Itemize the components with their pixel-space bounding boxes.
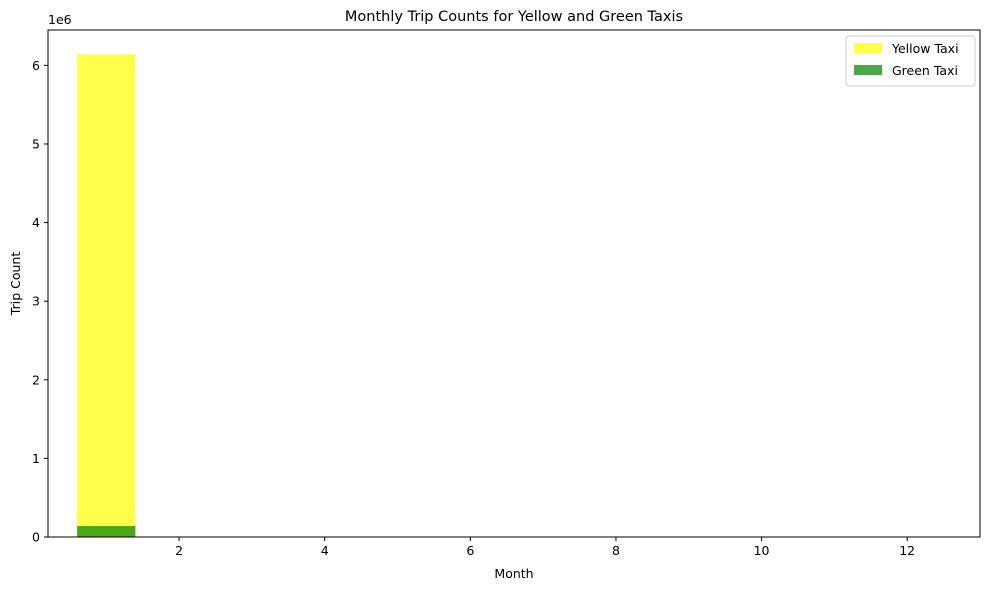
y-tick-label: 6 (32, 58, 40, 73)
chart-title: Monthly Trip Counts for Yellow and Green… (345, 9, 683, 25)
x-tick-label: 12 (899, 543, 915, 558)
x-tick-label: 2 (175, 543, 183, 558)
plot-frame (47, 29, 981, 538)
x-axis-ticks: 2 4 6 8 10 12 (175, 537, 915, 558)
legend-swatch-yellow (854, 43, 882, 53)
legend-label-yellow: Yellow Taxi (891, 41, 959, 56)
x-axis-label: Month (494, 566, 533, 581)
y-axis-label: Trip Count (8, 252, 23, 317)
x-tick-label: 4 (321, 543, 329, 558)
x-tick-label: 8 (612, 543, 620, 558)
legend-swatch-green (854, 65, 882, 75)
y-tick-label: 5 (32, 136, 40, 151)
legend-label-green: Green Taxi (892, 63, 958, 78)
bar-yellow-taxi-1 (77, 54, 136, 538)
y-offset-label: 1e6 (48, 12, 72, 27)
legend: Yellow Taxi Green Taxi (845, 35, 976, 87)
x-tick-label: 6 (466, 543, 474, 558)
y-tick-label: 4 (32, 215, 40, 230)
y-tick-label: 3 (32, 294, 40, 309)
y-tick-label: 1 (32, 451, 40, 466)
y-axis-ticks: 0 1 2 3 4 5 6 (32, 58, 48, 545)
bar-green-taxi-1 (77, 526, 136, 537)
bars-layer (77, 54, 136, 538)
y-tick-label: 2 (32, 372, 40, 387)
x-tick-label: 10 (754, 543, 770, 558)
y-tick-label: 0 (32, 530, 40, 545)
